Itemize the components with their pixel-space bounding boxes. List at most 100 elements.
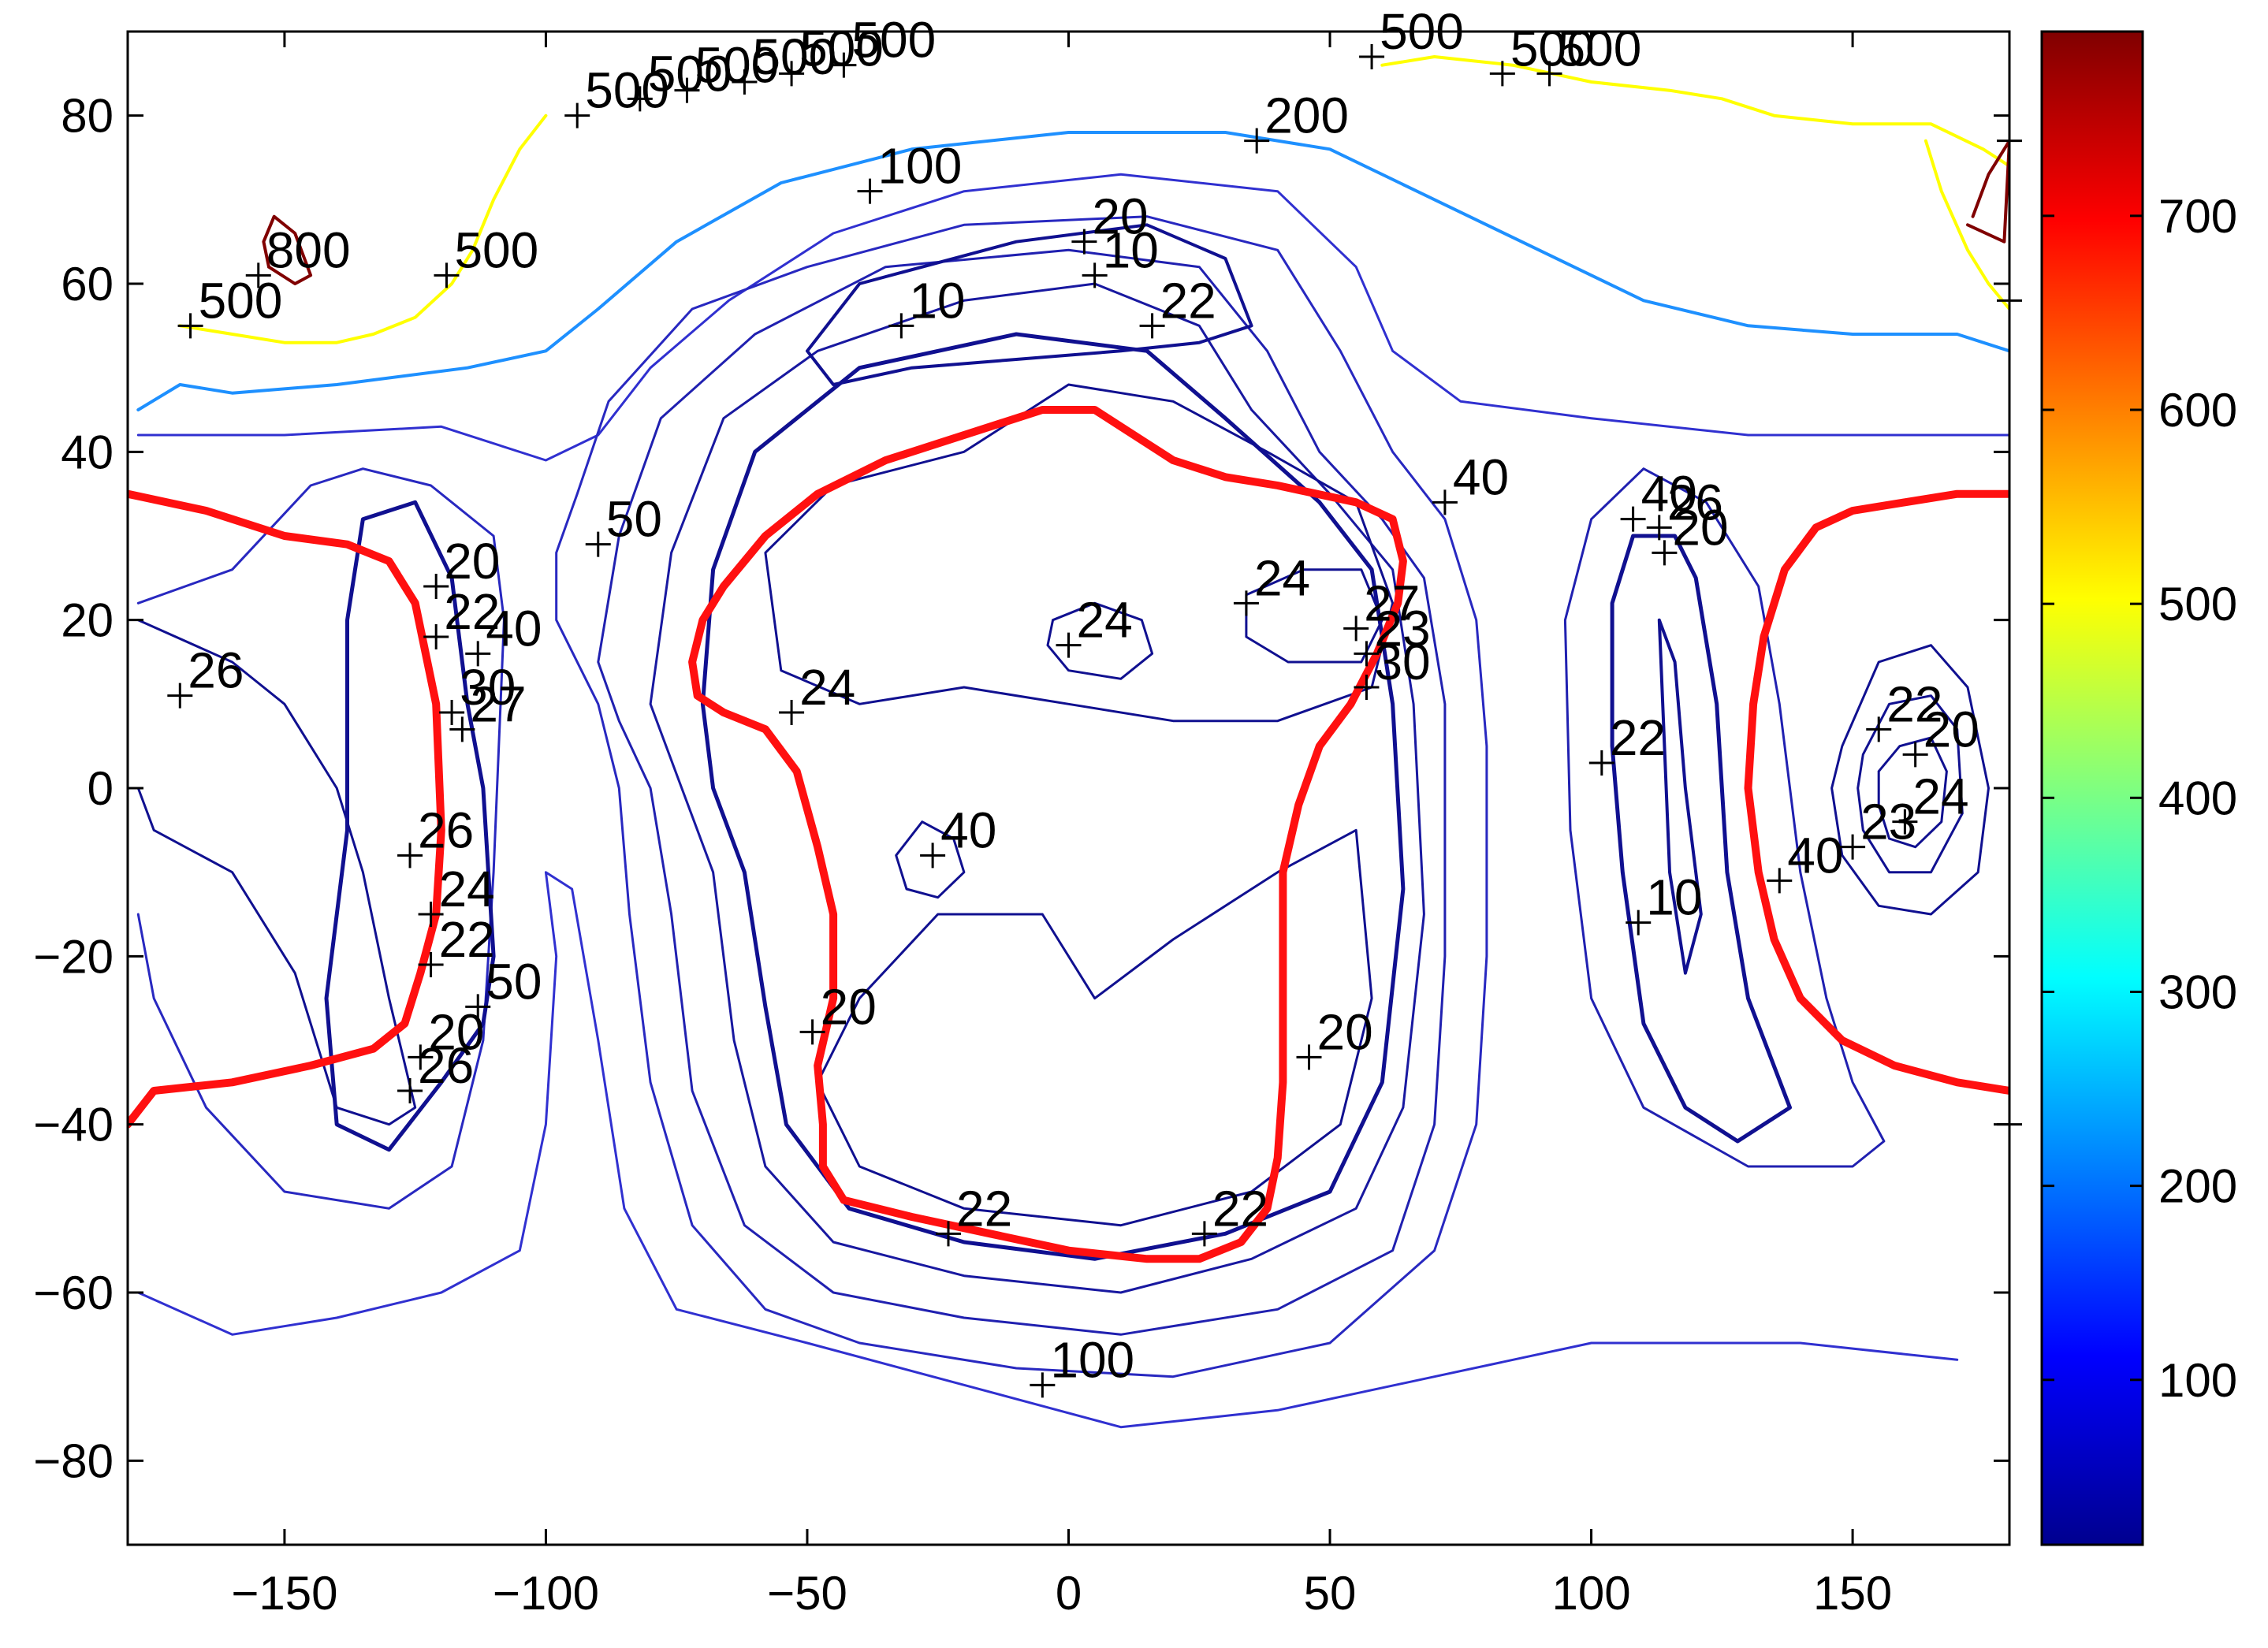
contour-line-500-0 — [178, 113, 548, 344]
colorbar-tick-label-3: 400 — [2158, 772, 2237, 824]
contour-label-47: 22 — [1610, 709, 1666, 766]
contour-label-marker-35 — [439, 700, 465, 725]
contour-line-24-21 — [1245, 568, 1384, 664]
contour-label-marker-7 — [779, 61, 805, 87]
x-axis: −150 −100 −50 0 50 100 150 — [231, 32, 1892, 1620]
contour-label-marker-19 — [585, 531, 611, 557]
contour-lines — [128, 55, 2009, 1429]
contour-label-marker-46 — [1652, 540, 1678, 566]
contour-label-31: 100 — [1050, 1331, 1134, 1388]
contour-label-marker-9 — [1359, 44, 1385, 69]
contour-label-27: 20 — [821, 978, 877, 1035]
contour-label-marker-51 — [1902, 742, 1928, 768]
contour-line-26-25 — [1877, 736, 1948, 849]
contour-label-2: 500 — [454, 221, 538, 278]
contour-label-15: 10 — [1103, 221, 1159, 278]
plot-area-background — [128, 32, 2009, 1545]
contour-label-marker-37 — [167, 683, 193, 709]
x-tick-label-3: 0 — [1056, 1567, 1082, 1620]
contour-label-marker-16 — [888, 313, 914, 339]
contour-line-800-4 — [1966, 139, 2009, 244]
contour-label-50: 22 — [1886, 675, 1942, 732]
contour-label-5: 500 — [695, 37, 779, 94]
contour-label-marker-18 — [1432, 489, 1458, 515]
contour-label-marker-0 — [177, 313, 203, 339]
x-tick-label-2: −50 — [767, 1567, 847, 1620]
y-tick-label-7: 60 — [61, 258, 114, 311]
contour-label-25: 24 — [799, 659, 855, 716]
contour-label-22: 27 — [1364, 575, 1420, 631]
contour-label-marker-2 — [434, 262, 460, 288]
contour-label-marker-43 — [397, 1078, 423, 1103]
y-tick-label-1: −60 — [33, 1267, 114, 1319]
contour-label-34: 40 — [486, 600, 542, 657]
contour-line-30-12 — [649, 282, 1425, 1294]
contour-label-marker-20 — [1056, 632, 1082, 658]
contour-label-marker-47 — [1588, 750, 1614, 776]
contour-label-marker-13 — [1244, 128, 1270, 154]
contour-label-marker-53 — [1892, 809, 1918, 835]
contour-label-marker-4 — [627, 86, 653, 112]
contour-line-24-20 — [1046, 601, 1154, 680]
contour-label-45: 26 — [1667, 474, 1723, 530]
contour-label-19: 50 — [606, 491, 662, 548]
contour-line-100-6 — [136, 173, 2009, 462]
contour-label-marker-17 — [1139, 313, 1165, 339]
y-tick-label-8: 80 — [61, 90, 114, 143]
contour-line-22-16 — [764, 383, 1395, 723]
contour-label-28: 20 — [1317, 1003, 1373, 1060]
colorbar-tick-label-1: 200 — [2158, 1160, 2237, 1213]
contour-label-6: 500 — [752, 28, 836, 85]
x-tick-label-5: 100 — [1552, 1567, 1631, 1620]
contour-label-marker-29 — [936, 1221, 961, 1247]
contour-label-marker-42 — [408, 1044, 434, 1070]
colorbar — [2040, 30, 2144, 1546]
contour-label-52: 23 — [1860, 794, 1916, 850]
contour-line-700-28 — [1744, 489, 2009, 1095]
contour-label-14: 20 — [1092, 188, 1148, 245]
contour-line-22-24 — [1856, 694, 1964, 874]
contour-label-marker-22 — [1343, 616, 1369, 642]
contour-label-marker-44 — [1620, 506, 1646, 532]
contour-label-29: 22 — [956, 1180, 1012, 1237]
contour-label-3: 500 — [585, 62, 669, 119]
contour-label-marker-8 — [831, 52, 857, 78]
contour-label-marker-48 — [1626, 910, 1652, 936]
contour-label-12: 100 — [878, 138, 963, 195]
contour-label-32: 20 — [444, 533, 500, 590]
contour-label-42: 20 — [428, 1003, 484, 1060]
contour-label-23: 23 — [1374, 600, 1430, 657]
contour-label-8: 500 — [851, 12, 936, 69]
contour-label-marker-1 — [245, 262, 271, 288]
contour-label-marker-34 — [465, 641, 491, 667]
contour-label-18: 40 — [1453, 448, 1509, 505]
y-tick-label-2: −40 — [33, 1099, 114, 1151]
contour-label-33: 22 — [444, 583, 500, 640]
y-tick-label-0: −80 — [33, 1434, 114, 1487]
contour-line-50-8 — [555, 215, 1488, 1378]
colorbar-tick-label-2: 300 — [2158, 965, 2237, 1018]
contour-label-marker-3 — [564, 102, 590, 128]
contour-label-40: 22 — [439, 911, 495, 968]
contour-label-marker-52 — [1840, 834, 1866, 860]
colorbar-tick-label-0: 100 — [2158, 1354, 2237, 1407]
y-tick-label-4: 0 — [88, 762, 114, 815]
contour-label-39: 24 — [439, 861, 495, 917]
contour-line-500-2 — [1924, 139, 2009, 311]
contour-line-500-1 — [1380, 55, 2009, 168]
contour-label-38: 26 — [418, 802, 474, 858]
contour-label-marker-45 — [1646, 515, 1672, 541]
contour-label-49: 40 — [1787, 827, 1843, 884]
contour-label-7: 500 — [799, 20, 884, 76]
contour-label-marker-31 — [1030, 1372, 1056, 1398]
contour-label-35: 30 — [460, 659, 516, 716]
contour-line-200-5 — [136, 131, 2009, 411]
contour-label-48: 10 — [1646, 869, 1702, 926]
contour-label-marker-23 — [1354, 641, 1380, 667]
x-tick-label-0: −150 — [231, 1567, 337, 1620]
contour-label-marker-28 — [1296, 1044, 1322, 1070]
colorbar-ticks: 100 200 300 400 500 600 700 — [2042, 190, 2237, 1407]
contour-line-700-27 — [128, 489, 445, 1129]
contour-label-marker-11 — [1536, 61, 1562, 87]
